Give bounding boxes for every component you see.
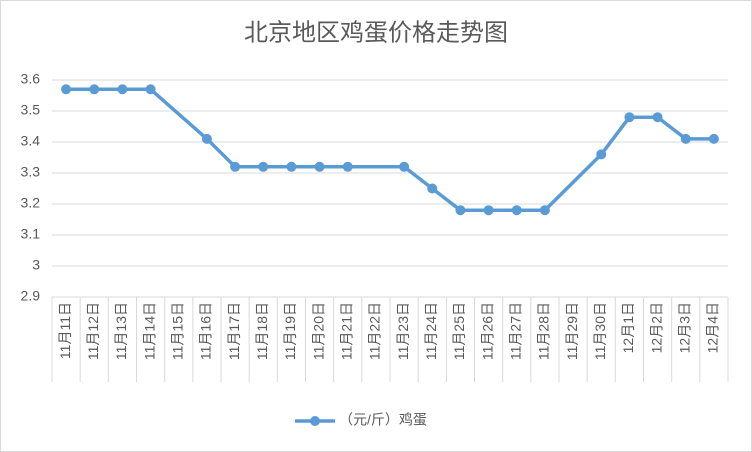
x-tick-label: 11月27日 xyxy=(507,302,523,360)
y-tick-label: 3.3 xyxy=(21,164,41,180)
x-tick-label: 11月19日 xyxy=(282,302,298,360)
line-segment xyxy=(402,165,434,191)
x-tick-label: 11月13日 xyxy=(113,302,129,360)
x-tick-label: 11月25日 xyxy=(451,302,467,360)
x-tick-label: 11月20日 xyxy=(310,302,326,360)
x-tick-label: 11月15日 xyxy=(169,302,185,360)
x-tick-label: 11月30日 xyxy=(592,302,608,360)
x-tick-label: 11月29日 xyxy=(564,302,580,360)
y-tick-label: 3.1 xyxy=(21,226,41,242)
marker xyxy=(399,161,410,172)
x-tick-label: 12月1日 xyxy=(620,302,636,353)
x-tick-label: 12月4日 xyxy=(705,302,721,353)
line-segment xyxy=(205,137,237,169)
marker xyxy=(145,84,156,95)
y-tick-label: 3.5 xyxy=(21,102,41,118)
marker xyxy=(342,161,353,172)
marker xyxy=(61,84,72,95)
marker xyxy=(680,133,691,144)
y-tick-label: 3.4 xyxy=(21,133,41,149)
x-tick-label: 11月28日 xyxy=(536,302,552,360)
x-tick-label: 11月21日 xyxy=(338,302,354,360)
marker xyxy=(427,183,438,194)
x-tick-label: 11月14日 xyxy=(141,302,157,360)
y-tick-label: 3.6 xyxy=(21,71,41,87)
line-segment xyxy=(599,115,632,157)
y-tick-label: 2.9 xyxy=(21,288,41,304)
marker xyxy=(624,112,635,123)
x-tick-label: 11月11日 xyxy=(57,302,73,359)
marker xyxy=(511,205,522,216)
x-tick-label: 12月2日 xyxy=(648,302,664,353)
marker xyxy=(89,84,100,95)
marker xyxy=(483,205,494,216)
y-tick-label: 3 xyxy=(32,257,40,273)
marker xyxy=(258,161,269,172)
marker xyxy=(117,84,128,95)
marker xyxy=(652,112,663,123)
line-segment xyxy=(543,152,603,212)
marker xyxy=(539,205,550,216)
marker xyxy=(596,149,607,160)
x-tick-label: 11月23日 xyxy=(395,302,411,360)
x-tick-label: 11月24日 xyxy=(423,302,439,360)
x-tick-label: 11月26日 xyxy=(479,302,495,360)
x-tick-label: 11月18日 xyxy=(254,302,270,360)
marker xyxy=(314,161,325,172)
legend-marker xyxy=(310,416,320,426)
marker xyxy=(455,205,466,216)
marker xyxy=(201,133,212,144)
line-segment xyxy=(430,186,463,212)
x-tick-label: 11月12日 xyxy=(85,302,101,360)
x-tick-label: 11月16日 xyxy=(198,302,214,360)
line-segment xyxy=(655,115,688,141)
marker xyxy=(708,133,719,144)
marker xyxy=(286,161,297,172)
x-tick-label: 11月22日 xyxy=(367,302,383,360)
marker xyxy=(230,161,241,172)
x-tick-label: 12月3日 xyxy=(676,302,692,353)
chart-title: 北京地区鸡蛋价格走势图 xyxy=(244,19,508,46)
line-segment xyxy=(148,87,209,141)
legend-label: （元/斤）鸡蛋 xyxy=(339,412,427,428)
x-tick-label: 11月17日 xyxy=(226,302,242,360)
y-tick-label: 3.2 xyxy=(21,195,41,211)
